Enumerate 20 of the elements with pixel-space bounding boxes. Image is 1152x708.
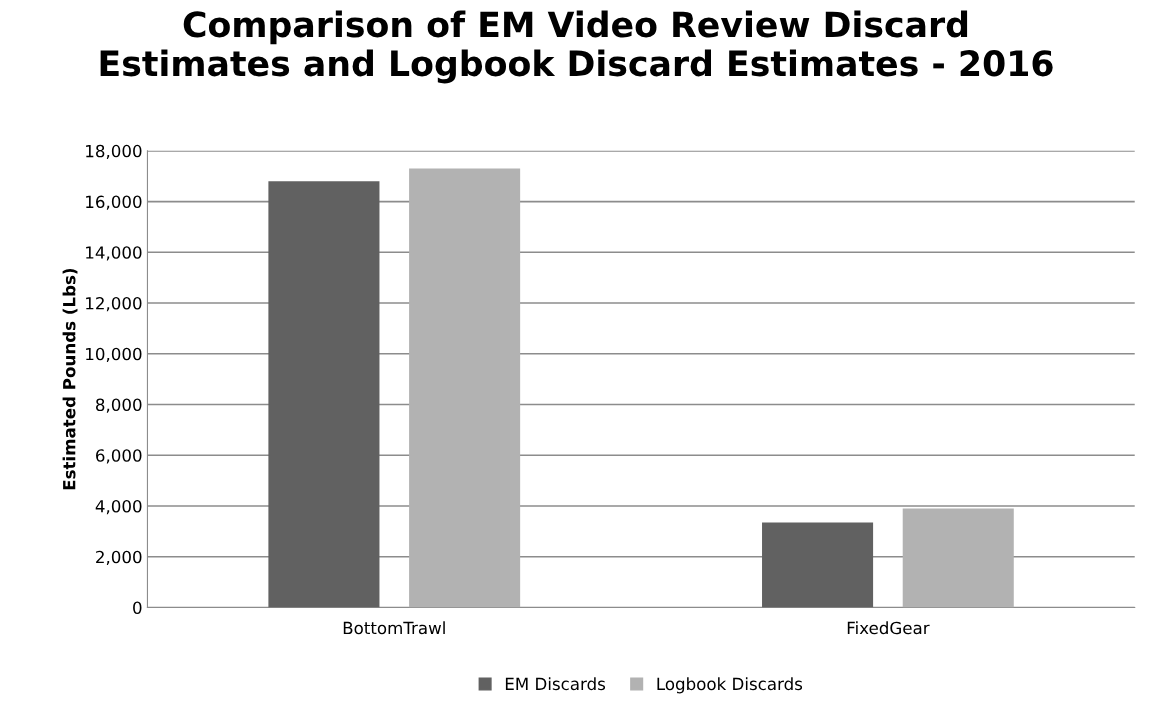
y-tick-label: 6,000	[96, 449, 142, 464]
bar	[409, 168, 521, 608]
legend-label: EM Discards	[505, 677, 606, 691]
x-tick-label: FixedGear	[847, 621, 930, 635]
y-tick-label: 18,000	[86, 144, 142, 160]
y-tick-label: 12,000	[86, 296, 142, 312]
bar	[762, 522, 874, 608]
y-tick-label: 10,000	[86, 347, 142, 363]
y-tick-label: 4,000	[95, 499, 142, 515]
y-tick-label: 16,000	[86, 195, 142, 210]
x-tick-label: BottomTrawl	[343, 621, 445, 635]
bar	[902, 508, 1014, 608]
bar	[268, 181, 380, 608]
y-tick-label: 0	[133, 601, 142, 615]
y-tick-label: 2,000	[96, 550, 142, 565]
chart-title: Comparison of EM Video Review Discard Estimates and Logbook Discard Estimates - 2016	[100, 10, 1053, 84]
y-axis-title: Estimated Pounds (Lbs)	[62, 268, 78, 490]
y-tick-label: 8,000	[96, 398, 142, 413]
legend-label: Logbook Discards	[657, 677, 803, 694]
y-tick-label: 14,000	[86, 246, 142, 261]
